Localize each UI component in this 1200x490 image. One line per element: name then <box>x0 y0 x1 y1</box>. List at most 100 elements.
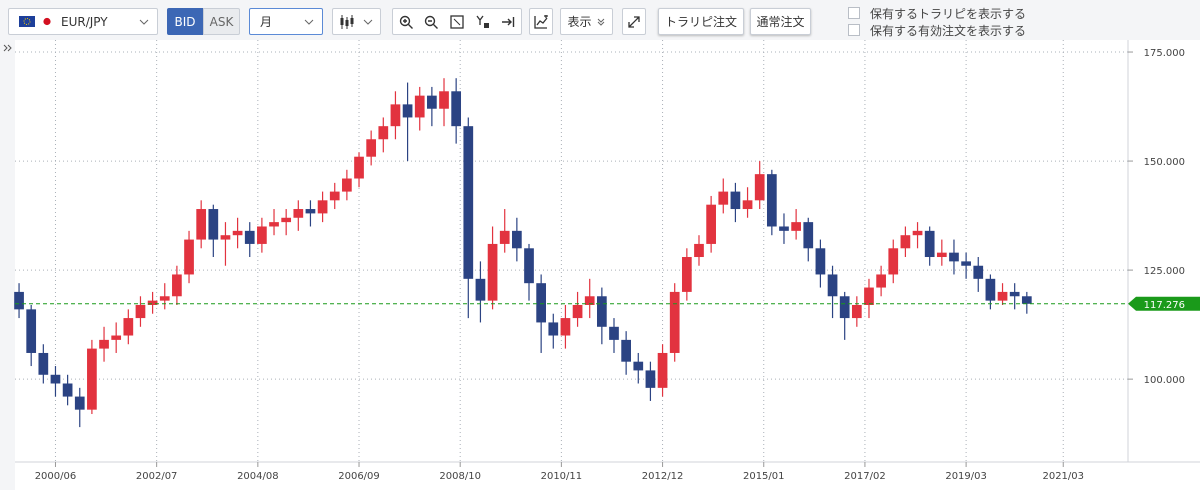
indicator-button[interactable] <box>529 8 553 35</box>
candle-body <box>694 243 704 258</box>
period-select[interactable]: 月 <box>249 8 323 35</box>
chevron <box>139 19 149 25</box>
candle-body <box>50 374 61 384</box>
side-toggle[interactable] <box>3 44 12 52</box>
candle-body <box>123 318 134 336</box>
candle-body <box>924 230 935 258</box>
indicator-icon <box>534 14 548 29</box>
candle-body <box>305 209 316 214</box>
eu-flag <box>19 16 35 27</box>
candle-body <box>111 335 122 340</box>
checkbox-label[interactable]: 保有するトラリピを表示する <box>870 7 1027 21</box>
zoom-in[interactable] <box>399 15 413 29</box>
candle-body <box>87 348 97 410</box>
last-price-label: 117.276 <box>1144 300 1185 311</box>
candle-body <box>876 274 886 288</box>
candle-body <box>293 209 304 218</box>
symbol-select[interactable]: EUR/JPY <box>8 8 158 35</box>
candle-body <box>463 126 474 279</box>
candle-body <box>232 230 243 236</box>
candle-body <box>827 274 838 297</box>
candle-body <box>621 339 631 362</box>
candle-body <box>439 91 449 109</box>
candle-body <box>609 326 619 340</box>
trap-order-button[interactable]: トラリピ注文 <box>658 8 744 35</box>
candle-body <box>524 248 534 284</box>
candle-body <box>147 300 158 305</box>
x-tick-label: 2017/02 <box>844 471 886 482</box>
x-tick-label: 2010/11 <box>541 471 583 482</box>
candle-body <box>281 217 292 223</box>
candle-body <box>936 252 947 258</box>
candle-body <box>548 322 559 336</box>
candle-icon <box>340 14 372 29</box>
display-button[interactable]: 表示 <box>560 8 613 35</box>
display: 表示 <box>567 15 592 29</box>
candle-body <box>269 222 279 227</box>
candle-body <box>1021 296 1032 304</box>
chevron <box>304 19 314 25</box>
normal-order-button[interactable]: 通常注文 <box>750 8 811 35</box>
candle-body <box>754 174 765 201</box>
ask-button[interactable]: ASK <box>203 8 240 35</box>
candle-body <box>159 296 170 301</box>
candle-body <box>681 257 692 292</box>
candle-body <box>560 318 571 336</box>
checkbox-label[interactable]: 保有する有効注文を表示する <box>870 24 1027 38</box>
candle-body <box>378 126 389 140</box>
candle-body <box>354 156 364 179</box>
candle-body <box>730 191 741 210</box>
y-tick-label: 150.000 <box>1144 157 1185 168</box>
zoom-tools[interactable] <box>392 8 522 35</box>
candle-body <box>512 230 522 249</box>
candle-body <box>742 200 753 210</box>
candle-body <box>196 209 207 240</box>
candle-body <box>718 191 729 205</box>
candle-body <box>633 361 644 371</box>
bid-button[interactable]: BID <box>167 8 203 35</box>
expand-icon <box>628 15 640 28</box>
x-tick-label: 2000/06 <box>35 471 77 482</box>
candle-body <box>536 283 547 323</box>
candle-body <box>1009 291 1020 297</box>
candle-body <box>669 291 680 353</box>
fit[interactable] <box>450 14 464 29</box>
checkbox[interactable] <box>848 7 860 19</box>
checkbox[interactable] <box>848 24 860 36</box>
candle-body <box>791 222 801 231</box>
candle-body <box>475 278 486 301</box>
y-tick-label: 175.000 <box>1144 48 1185 59</box>
side-panel <box>0 40 15 490</box>
candle-body <box>244 230 255 244</box>
candle-body <box>220 235 231 240</box>
zoom-out[interactable] <box>424 15 439 29</box>
x-tick-label: 2019/03 <box>945 471 987 482</box>
candle-body <box>99 339 109 349</box>
candle-body <box>172 274 182 297</box>
candle-body <box>184 239 194 275</box>
candle-body <box>888 248 899 275</box>
candle-body <box>657 352 668 388</box>
candle-body <box>997 291 1008 301</box>
candle-body <box>645 370 656 388</box>
chart: 100.000 125.000 150.000 175.000 2000/06 2002/… <box>0 40 1200 490</box>
candle-body <box>839 296 850 319</box>
candle-body <box>74 396 85 410</box>
lock-y[interactable] <box>476 15 490 29</box>
go-latest[interactable] <box>501 15 515 29</box>
chart-type-select[interactable] <box>332 8 381 35</box>
y-tick-label: 100.000 <box>1144 375 1185 386</box>
candle-body <box>414 95 425 118</box>
candle-body <box>427 95 437 109</box>
candle-body <box>329 191 340 201</box>
candle-body <box>961 261 971 266</box>
jp-flag <box>43 17 51 26</box>
chart-background <box>0 40 1200 490</box>
x-tick-label: 2008/10 <box>439 471 481 482</box>
candle-body <box>38 352 49 375</box>
toolbar: EUR/JPY BID ASK 月 表示 トラリピ注文 通常注文 保有するトラリ <box>0 0 1200 41</box>
y-tick-label: 125.000 <box>1144 266 1185 277</box>
x-tick-label: 2004/08 <box>237 471 279 482</box>
expand-button[interactable] <box>622 8 646 35</box>
